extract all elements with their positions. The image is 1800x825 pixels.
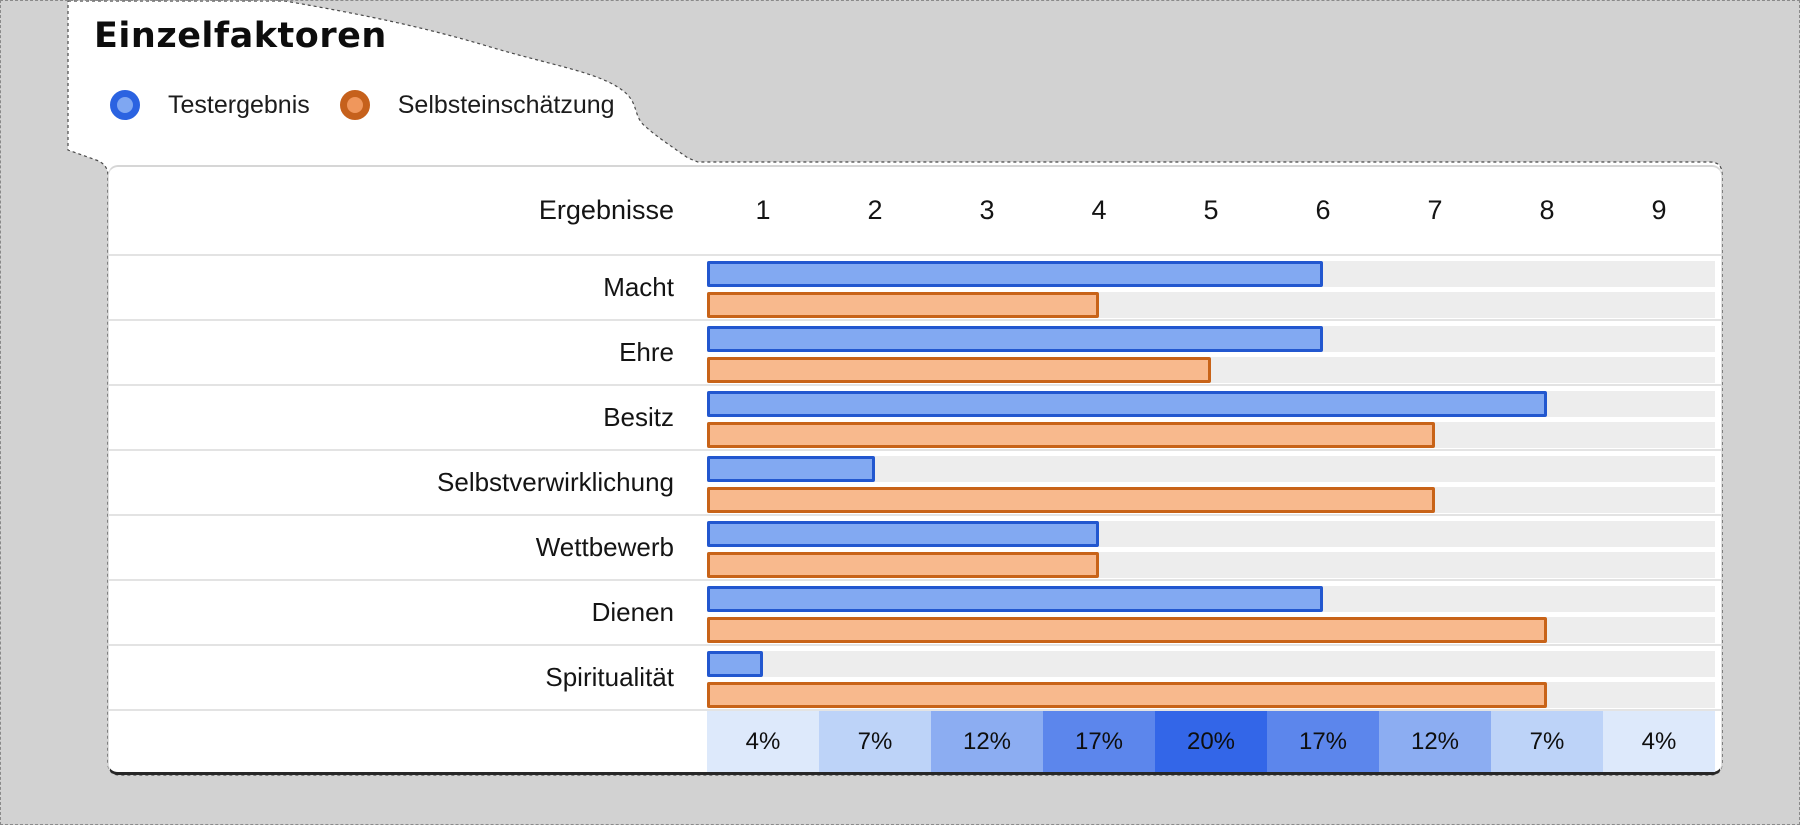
column-header-2: 2 — [867, 195, 883, 225]
testergebnis-bar — [707, 261, 1323, 287]
selbsteinschaetzung-track — [707, 292, 1715, 318]
factor-rows: Macht Ehre Besitz Selbstverwirklichung Wettb… — [109, 254, 1721, 709]
row-label: Selbstverwirklichung — [437, 467, 674, 497]
selbsteinschaetzung-track — [707, 422, 1715, 448]
selbsteinschaetzung-bar — [707, 357, 1211, 383]
distribution-cells: 4% 7% 12% 17% 20% 17% 12% 7% 4% — [707, 711, 1715, 772]
distribution-row: 4% 7% 12% 17% 20% 17% 12% 7% 4% — [109, 709, 1721, 772]
column-header-4: 4 — [1091, 195, 1107, 225]
testergebnis-dot-icon — [110, 90, 140, 120]
distribution-cell-6: 17% — [1267, 711, 1379, 772]
selbsteinschaetzung-bar — [707, 487, 1435, 513]
testergebnis-bar — [707, 326, 1323, 352]
selbsteinschaetzung-dot-icon — [339, 90, 370, 120]
selbsteinschaetzung-track — [707, 617, 1715, 643]
factor-row-4: Selbstverwirklichung — [109, 449, 1721, 514]
row-label: Besitz — [603, 402, 674, 432]
factor-row-2: Ehre — [109, 319, 1721, 384]
factor-row-6: Dienen — [109, 579, 1721, 644]
selbsteinschaetzung-bar — [707, 682, 1547, 708]
selbsteinschaetzung-bar — [707, 552, 1099, 578]
column-header-3: 3 — [979, 195, 995, 225]
factor-row-1: Macht — [109, 254, 1721, 319]
column-header-5: 5 — [1203, 195, 1219, 225]
distribution-cell-1: 4% — [707, 711, 819, 772]
distribution-cell-3: 12% — [931, 711, 1043, 772]
distribution-cell-7: 12% — [1379, 711, 1491, 772]
legend-item-selbsteinschaetzung: Selbsteinschätzung — [339, 90, 615, 120]
selbsteinschaetzung-bar — [707, 292, 1099, 318]
scale-column-headers: 1 2 3 4 5 6 7 8 9 — [707, 167, 1715, 254]
selbsteinschaetzung-track — [707, 682, 1715, 708]
testergebnis-track — [707, 326, 1715, 352]
row-label: Dienen — [591, 597, 674, 627]
distribution-cell-2: 7% — [819, 711, 931, 772]
factor-row-7: Spiritualität — [109, 644, 1721, 709]
selbsteinschaetzung-track — [707, 552, 1715, 578]
results-card: Ergebnisse 1 2 3 4 5 6 7 8 9 Macht Ehre Besitz Selb… — [108, 165, 1722, 775]
distribution-cell-5: 20% — [1155, 711, 1267, 772]
distribution-cell-9: 4% — [1603, 711, 1715, 772]
selbsteinschaetzung-track — [707, 357, 1715, 383]
row-label: Macht — [603, 272, 674, 302]
chart-legend: Testergebnis Selbsteinschätzung — [110, 90, 615, 120]
column-header-9: 9 — [1651, 195, 1667, 225]
selbsteinschaetzung-bar — [707, 617, 1547, 643]
legend-item-testergebnis: Testergebnis — [110, 90, 310, 120]
distribution-cell-4: 17% — [1043, 711, 1155, 772]
legend-label-selbsteinschaetzung: Selbsteinschätzung — [397, 90, 615, 119]
distribution-cell-8: 7% — [1491, 711, 1603, 772]
testergebnis-bar — [707, 521, 1099, 547]
column-header-7: 7 — [1427, 195, 1443, 225]
testergebnis-bar — [707, 391, 1547, 417]
column-header-1: 1 — [755, 195, 771, 225]
column-header-6: 6 — [1315, 195, 1331, 225]
header-row: Ergebnisse 1 2 3 4 5 6 7 8 9 — [109, 167, 1721, 254]
factor-row-3: Besitz — [109, 384, 1721, 449]
testergebnis-track — [707, 391, 1715, 417]
testergebnis-track — [707, 586, 1715, 612]
row-label: Wettbewerb — [535, 532, 674, 562]
factor-row-5: Wettbewerb — [109, 514, 1721, 579]
row-label: Ehre — [619, 337, 674, 367]
testergebnis-track — [707, 261, 1715, 287]
selbsteinschaetzung-bar — [707, 422, 1435, 448]
legend-label-testergebnis: Testergebnis — [168, 90, 310, 119]
testergebnis-track — [707, 521, 1715, 547]
page-title: Einzelfaktoren — [94, 16, 387, 56]
testergebnis-bar — [707, 651, 764, 677]
column-header-8: 8 — [1539, 195, 1555, 225]
row-label: Spiritualität — [545, 662, 674, 692]
testergebnis-bar — [707, 456, 876, 482]
selbsteinschaetzung-track — [707, 487, 1715, 513]
testergebnis-track — [707, 651, 1715, 677]
testergebnis-bar — [707, 586, 1323, 612]
header-label: Ergebnisse — [538, 195, 674, 225]
testergebnis-track — [707, 456, 1715, 482]
